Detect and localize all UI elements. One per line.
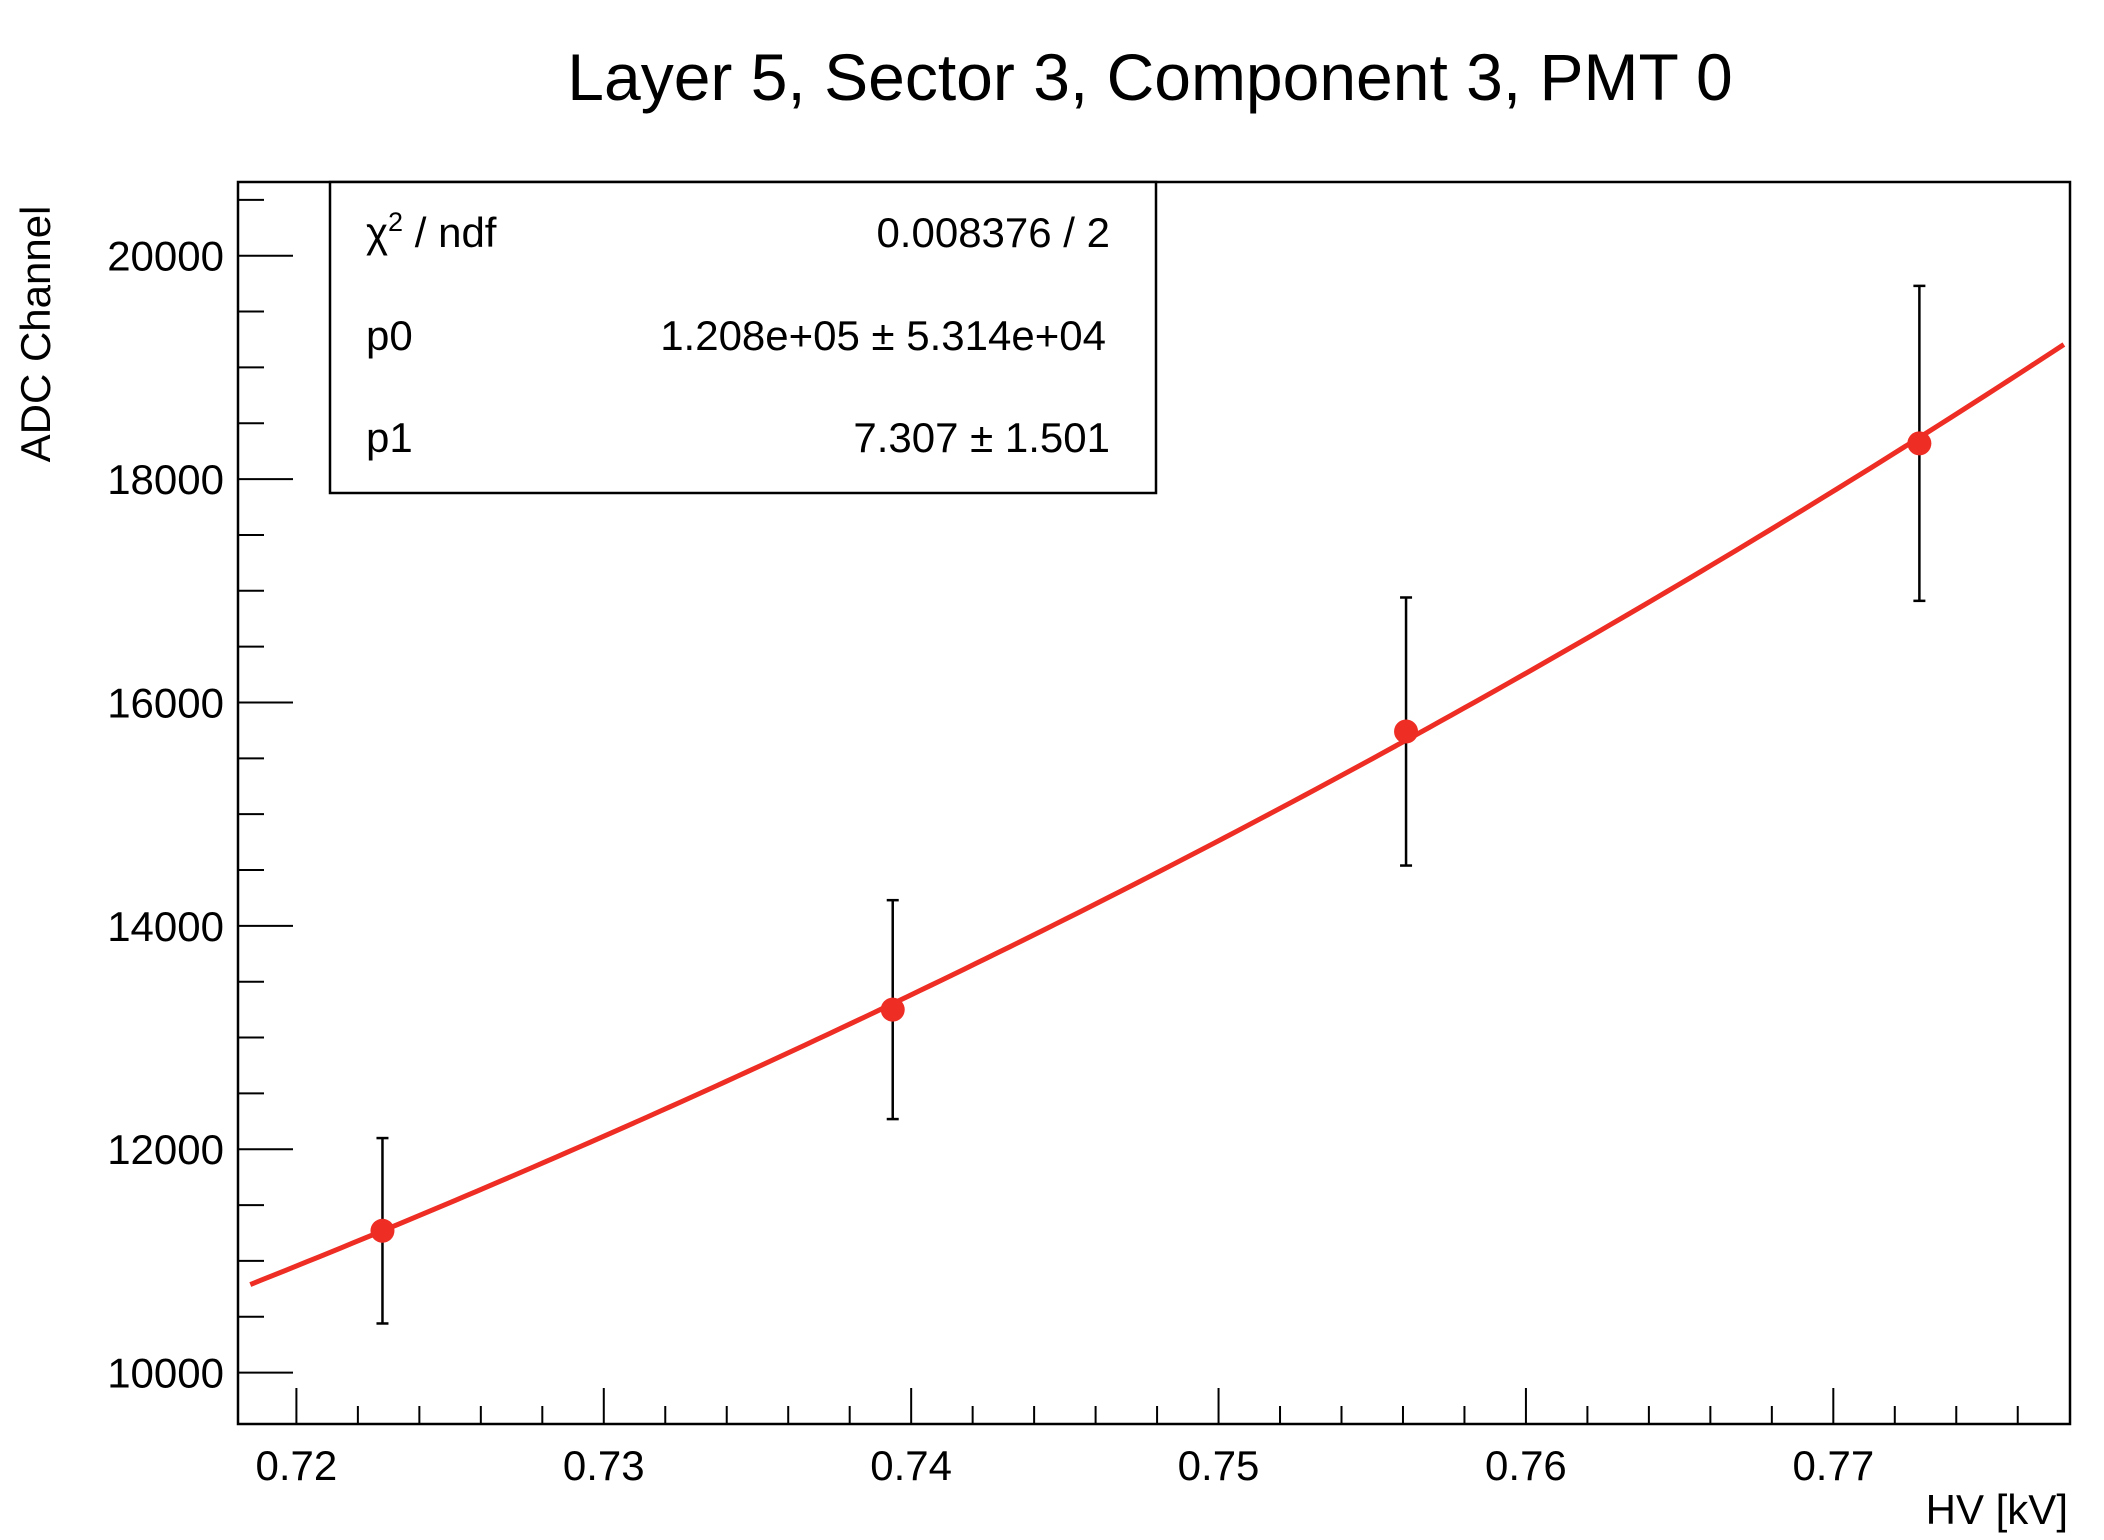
data-points (370, 431, 1932, 1243)
stats-value-chi2: 0.008376 / 2 (876, 209, 1110, 256)
y-tick-label: 18000 (107, 456, 224, 503)
stats-label-p1: p1 (366, 414, 413, 461)
fit-curve (249, 342, 2066, 1287)
fit-curve-layer (249, 342, 2066, 1287)
x-tick-label: 0.74 (870, 1442, 952, 1489)
x-tick-label: 0.76 (1485, 1442, 1567, 1489)
y-tick-label: 14000 (107, 903, 224, 950)
stats-box-frame (328, 180, 1158, 495)
data-point (370, 1218, 395, 1243)
x-tick-label: 0.72 (256, 1442, 338, 1489)
stats-value-p1: 7.307 ± 1.501 (853, 414, 1110, 461)
x-tick-label: 0.73 (563, 1442, 645, 1489)
x-axis: 0.72 0.73 0.74 0.75 0.76 0.77 (256, 1388, 2019, 1489)
x-tick-label: 0.75 (1178, 1442, 1260, 1489)
x-axis-label: HV [kV] (1926, 1486, 2068, 1533)
x-tick-label: 0.77 (1792, 1442, 1874, 1489)
y-tick-label: 10000 (107, 1350, 224, 1397)
chart-title: Layer 5, Sector 3, Component 3, PMT 0 (567, 40, 1732, 114)
y-axis: 10000 12000 14000 16000 18000 20000 (107, 198, 293, 1397)
data-point (1394, 719, 1419, 744)
stats-value-p0: 1.208e+05 ± 5.314e+04 (660, 312, 1106, 359)
y-axis-label: ADC Channel (12, 206, 59, 463)
y-tick-label: 20000 (107, 233, 224, 280)
stats-label-chi2: χ2 / ndf (366, 207, 497, 256)
y-tick-label: 16000 (107, 679, 224, 726)
data-point (880, 997, 905, 1022)
stats-box: χ2 / ndf 0.008376 / 2 p0 1.208e+05 ± 5.3… (328, 180, 1158, 495)
stats-label-p0: p0 (366, 312, 413, 359)
data-point (1907, 431, 1932, 456)
y-tick-label: 12000 (107, 1126, 224, 1173)
